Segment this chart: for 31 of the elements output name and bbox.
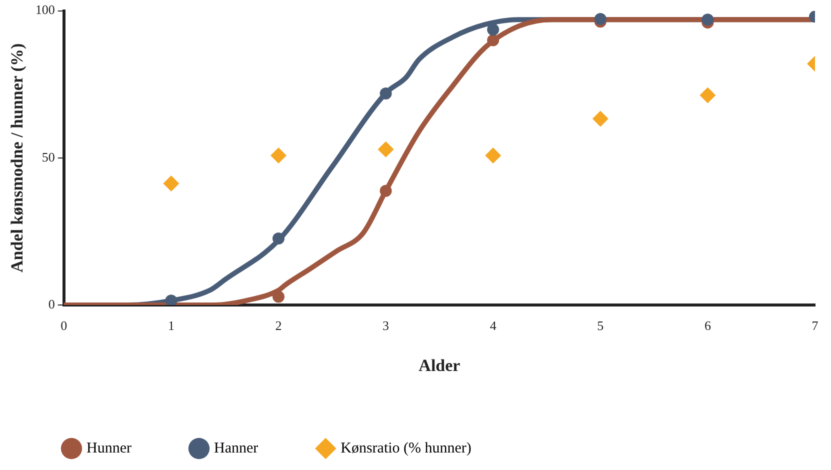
point — [165, 294, 178, 305]
point — [380, 184, 392, 197]
legend-label: Kønsratio (% hunner) — [340, 440, 472, 456]
point — [487, 34, 500, 46]
x-tick-label: 1 — [168, 318, 174, 334]
x-tick-label: 0 — [60, 318, 68, 334]
point — [594, 13, 606, 26]
legend-label: Hanner — [214, 440, 258, 456]
y-tick-label: 0 — [48, 296, 55, 312]
point — [163, 175, 180, 192]
point — [380, 87, 392, 100]
point — [702, 14, 714, 26]
x-tick-label: 3 — [382, 318, 390, 334]
x-axis-title: Alder — [418, 356, 461, 376]
point — [272, 232, 284, 245]
x-tick-label: 2 — [275, 318, 282, 334]
x-tick-label: 5 — [597, 318, 604, 334]
point — [272, 290, 284, 303]
x-tick-label: 6 — [704, 318, 712, 334]
point — [378, 141, 394, 158]
point — [487, 24, 500, 36]
x-tick-label: 4 — [490, 318, 497, 334]
point — [592, 110, 608, 127]
y-tick-label: 100 — [35, 2, 55, 18]
y-tick-label: 50 — [42, 149, 55, 164]
legend-label: Hunner — [86, 440, 132, 456]
x-tick-label: 7 — [812, 318, 819, 334]
point — [485, 148, 502, 164]
point — [700, 87, 716, 104]
point — [270, 148, 286, 164]
y-axis-title: Andel kønsmodne / hunner (%) — [8, 43, 27, 273]
